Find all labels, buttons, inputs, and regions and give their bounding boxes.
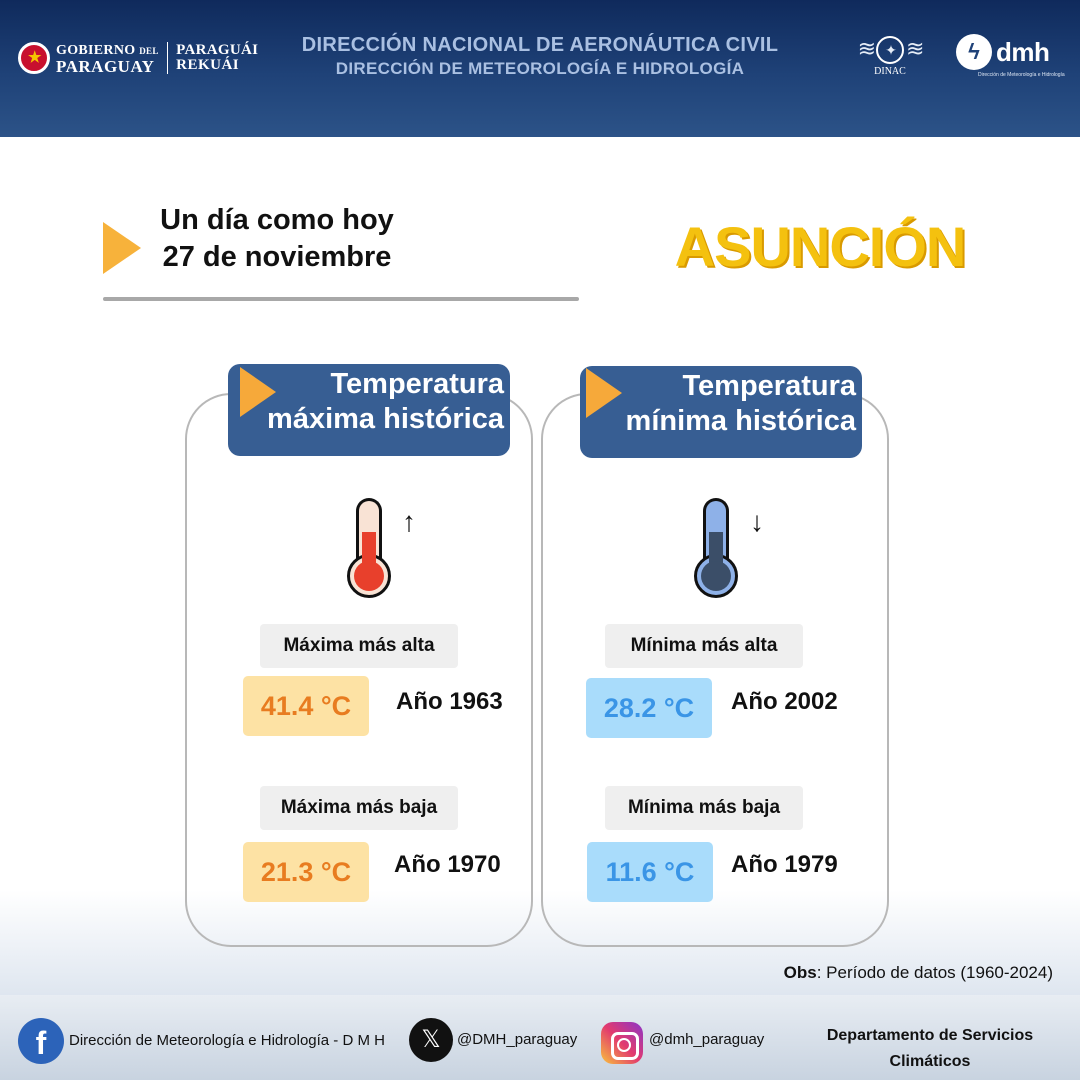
arrow-up-icon: ↑: [402, 506, 416, 537]
max-card-header-line2: máxima histórica: [267, 403, 504, 435]
max-highest-label: Máxima más alta: [260, 624, 458, 668]
date-title: Un día como hoy 27 de noviembre: [142, 202, 412, 276]
arrow-down-icon: ↓: [750, 506, 764, 537]
gov-line2: PARAGUAY: [56, 56, 155, 76]
government-logo: GOBIERNO DEL PARAGUAY PARAGUÁI REKUÁI: [18, 42, 258, 76]
instagram-handle-link[interactable]: @dmh_paraguay: [649, 1031, 765, 1048]
header-titles: DIRECCIÓN NACIONAL DE AERONÁUTICA CIVIL …: [260, 34, 820, 79]
min-lowest-label: Mínima más baja: [605, 786, 803, 830]
gov-line1: GOBIERNO: [56, 42, 136, 58]
rek-line2: REKUÁI: [176, 57, 240, 73]
facebook-icon[interactable]: f: [18, 1018, 64, 1064]
thermometer-cold-icon: [694, 498, 738, 600]
paraguay-seal-icon: [18, 42, 50, 74]
min-lowest-year: Año 1979: [731, 851, 838, 878]
obs-label: Obs: [783, 963, 817, 982]
min-card-header: Temperatura mínima histórica: [580, 366, 862, 458]
lightning-icon: ϟ: [956, 34, 992, 70]
max-card-header: Temperatura máxima histórica: [228, 364, 510, 456]
x-twitter-icon[interactable]: 𝕏: [409, 1018, 453, 1062]
facebook-link[interactable]: Dirección de Meteorología e Hidrología -…: [69, 1032, 385, 1049]
header-title-1: DIRECCIÓN NACIONAL DE AERONÁUTICA CIVIL: [301, 34, 779, 56]
instagram-icon[interactable]: [601, 1022, 643, 1064]
max-card-header-line1: Temperatura: [330, 368, 504, 400]
date-title-line1: Un día como hoy: [160, 204, 394, 236]
dept-line1: Departamento de Servicios: [826, 1027, 1034, 1044]
dinac-wings-icon: ≋ ✦ ≋: [830, 36, 950, 65]
max-lowest-label: Máxima más baja: [260, 786, 458, 830]
min-card-header-line1: Temperatura: [682, 370, 856, 402]
min-highest-label: Mínima más alta: [605, 624, 803, 668]
city-title: ASUNCIÓN: [674, 215, 967, 278]
gov-text: GOBIERNO DEL PARAGUAY: [56, 42, 159, 76]
thermometer-hot-icon: [347, 498, 391, 600]
min-highest-value: 28.2 °C: [586, 678, 712, 738]
obs-text: : Período de datos (1960-2024): [816, 963, 1053, 982]
rekuai-text: PARAGUÁI REKUÁI: [176, 43, 258, 73]
max-highest-value: 41.4 °C: [243, 676, 369, 736]
observation-note: Obs: Período de datos (1960-2024): [784, 963, 1053, 983]
header-title-2: DIRECCIÓN DE METEOROLOGÍA E HIDROLOGÍA: [335, 59, 745, 78]
title-divider: [103, 297, 579, 301]
x-handle-link[interactable]: @DMH_paraguay: [457, 1031, 578, 1048]
bottom-gradient: [0, 890, 1080, 1000]
date-triangle-icon: [103, 222, 141, 274]
dinac-logo: ≋ ✦ ≋ DINAC: [830, 36, 950, 86]
footer: [0, 995, 1080, 1080]
department-name: Departamento de Servicios Climáticos: [812, 1023, 1048, 1075]
min-highest-year: Año 2002: [731, 688, 838, 715]
dmh-name: dmh: [996, 36, 1050, 67]
dept-line2: Climáticos: [889, 1053, 971, 1070]
min-card-triangle-icon: [586, 368, 622, 418]
max-card-triangle-icon: [240, 367, 276, 417]
min-card-header-line2: mínima histórica: [625, 405, 856, 437]
date-title-line2: 27 de noviembre: [162, 241, 392, 273]
max-highest-year: Año 1963: [396, 688, 503, 715]
dmh-logo: ϟ dmh Dirección de Meteorología e Hidrol…: [956, 34, 1065, 78]
min-lowest-value: 11.6 °C: [587, 842, 713, 902]
max-lowest-year: Año 1970: [394, 851, 501, 878]
max-lowest-value: 21.3 °C: [243, 842, 369, 902]
header-banner: GOBIERNO DEL PARAGUAY PARAGUÁI REKUÁI DI…: [0, 0, 1080, 137]
dinac-label: DINAC: [874, 66, 906, 78]
dmh-subtitle: Dirección de Meteorología e Hidrología: [978, 72, 1065, 78]
logo-divider: [166, 42, 169, 74]
gov-line1-small: DEL: [139, 45, 159, 56]
rek-line1: PARAGUÁI: [176, 42, 259, 58]
